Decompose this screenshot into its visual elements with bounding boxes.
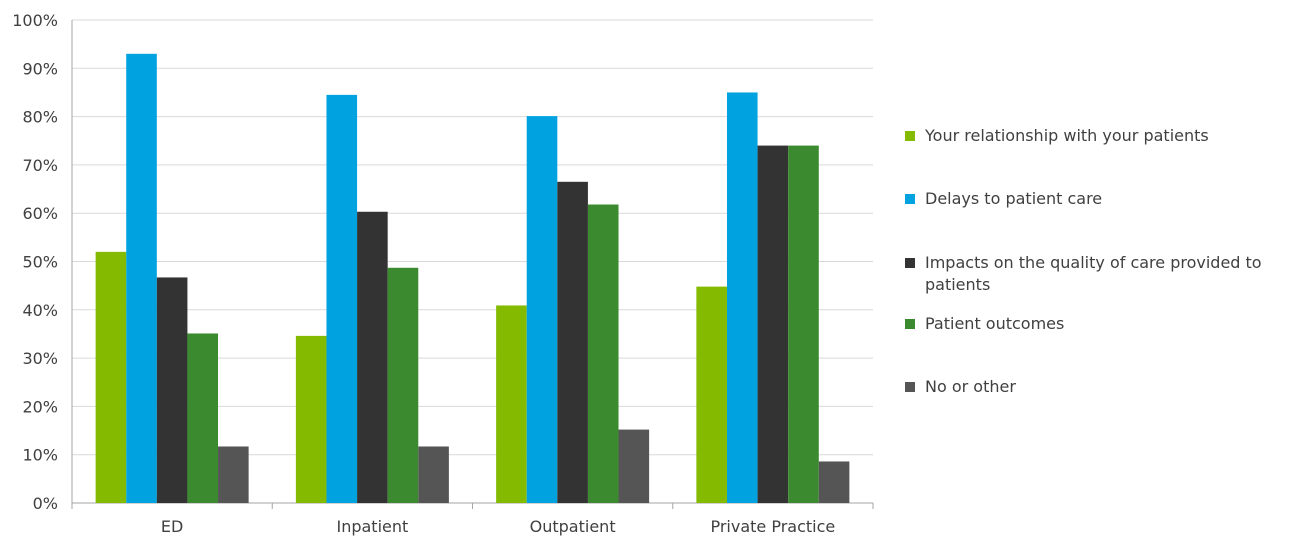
bar: [95, 251, 127, 503]
y-tick-label: 30%: [22, 349, 58, 368]
bar: [557, 181, 588, 503]
bar: [418, 446, 449, 503]
legend-label: Impacts on the quality of care provided …: [925, 253, 1262, 294]
legend-swatch: [905, 382, 915, 392]
bar: [726, 92, 758, 503]
y-tick-label: 10%: [22, 446, 58, 465]
bar: [788, 145, 819, 503]
bar: [757, 145, 789, 503]
bar: [326, 94, 358, 504]
x-category-label: Outpatient: [530, 517, 616, 536]
legend-swatch: [905, 258, 915, 268]
y-tick-label: 50%: [22, 253, 58, 272]
bar: [156, 277, 188, 503]
bar: [526, 116, 558, 503]
y-tick-label: 20%: [22, 397, 58, 416]
legend-label: Delays to patient care: [925, 189, 1103, 208]
legend-item: Delays to patient care: [905, 188, 1285, 210]
x-category-label: Private Practice: [710, 517, 835, 536]
legend-label: No or other: [925, 377, 1016, 396]
y-tick-label: 90%: [22, 59, 58, 78]
bar: [618, 429, 650, 503]
bar: [126, 53, 157, 504]
bar: [218, 446, 249, 503]
legend-swatch: [905, 131, 915, 141]
legend-item: Impacts on the quality of care provided …: [905, 252, 1285, 296]
legend-swatch: [905, 194, 915, 204]
x-category-label: Inpatient: [336, 517, 408, 536]
y-tick-label: 100%: [12, 11, 58, 30]
bar: [187, 333, 219, 503]
legend-item: Your relationship with your patients: [905, 125, 1285, 147]
legend-label: Your relationship with your patients: [925, 126, 1209, 145]
y-tick-label: 80%: [22, 108, 58, 127]
y-tick-label: 40%: [22, 301, 58, 320]
bar: [818, 461, 850, 503]
bar: [696, 286, 727, 503]
legend-label: Patient outcomes: [925, 314, 1065, 333]
legend-item: Patient outcomes: [905, 313, 1285, 335]
x-category-label: ED: [161, 517, 183, 536]
bar: [587, 204, 619, 504]
y-tick-label: 70%: [22, 156, 58, 175]
bar: [387, 267, 419, 503]
y-tick-label: 60%: [22, 204, 58, 223]
bar: [295, 335, 327, 503]
y-tick-label: 0%: [33, 494, 58, 513]
bar: [496, 305, 527, 503]
legend-item: No or other: [905, 376, 1285, 398]
legend-swatch: [905, 319, 915, 329]
bar: [357, 211, 388, 503]
